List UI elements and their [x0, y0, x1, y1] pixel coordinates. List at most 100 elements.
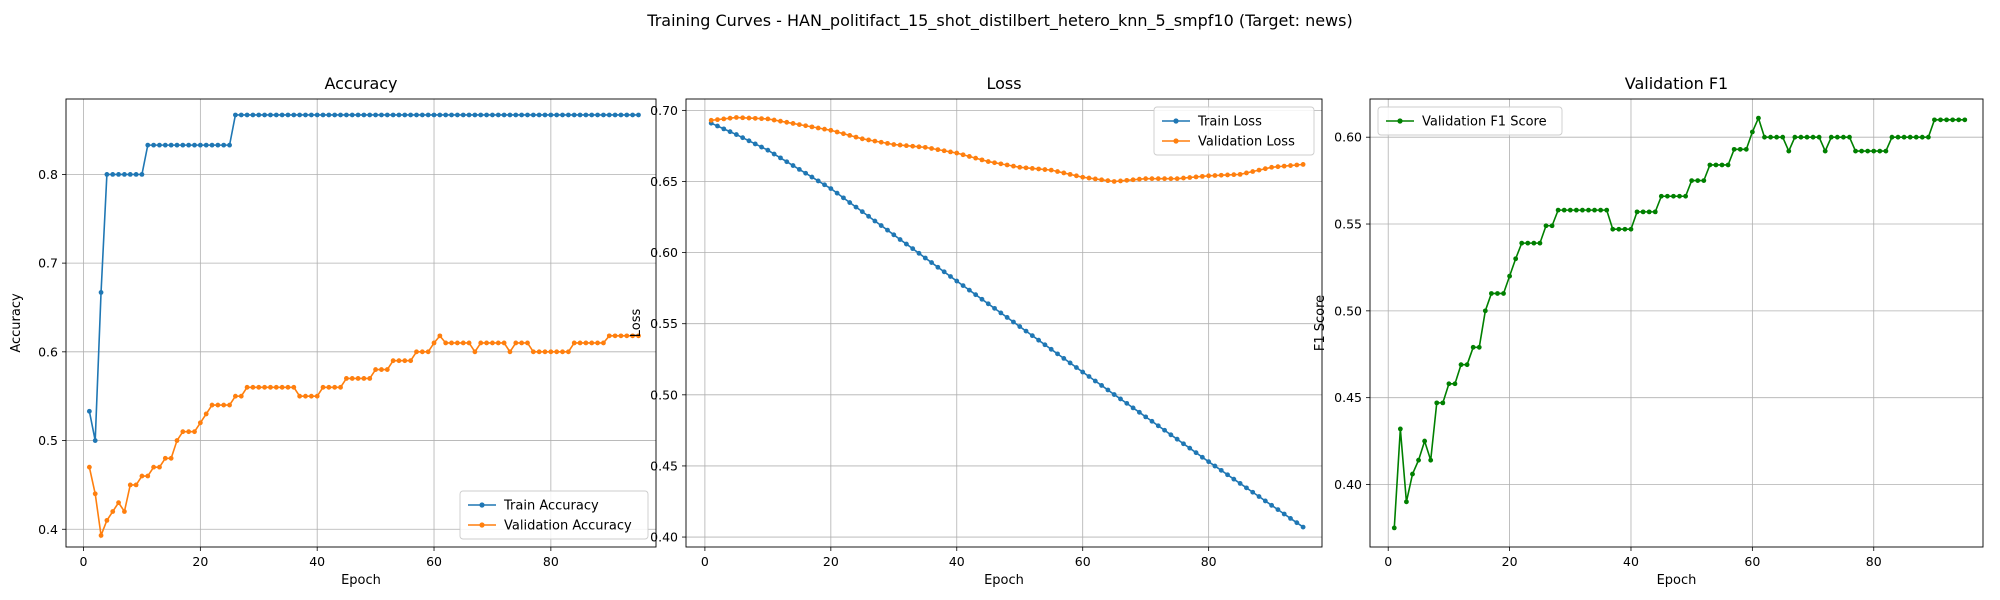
data-point — [618, 112, 624, 118]
data-point — [1055, 351, 1060, 357]
data-point — [834, 129, 840, 135]
data-point — [583, 340, 589, 346]
data-point — [1877, 148, 1883, 154]
data-point — [1592, 207, 1597, 213]
data-point — [472, 112, 478, 118]
data-point — [910, 246, 916, 252]
data-point — [1950, 117, 1956, 123]
data-point — [1853, 148, 1858, 154]
data-point — [127, 172, 133, 177]
data-point — [1225, 172, 1230, 178]
x-tick-label: 80 — [543, 554, 559, 569]
x-tick-label: 40 — [309, 554, 325, 569]
data-point — [1895, 134, 1901, 140]
data-point — [784, 159, 790, 165]
data-point — [139, 473, 145, 479]
data-point — [1187, 175, 1193, 180]
data-point — [1665, 193, 1670, 199]
data-point — [1567, 207, 1573, 213]
data-point — [1561, 207, 1567, 213]
data-point — [1513, 256, 1519, 262]
data-point — [1074, 173, 1079, 179]
data-point — [998, 310, 1004, 316]
data-point — [1181, 175, 1186, 181]
data-point — [1543, 223, 1549, 229]
data-point — [891, 142, 897, 147]
data-point — [1281, 511, 1287, 517]
data-point — [145, 142, 151, 148]
data-point — [151, 464, 157, 470]
legend-box — [1153, 106, 1315, 156]
data-point — [203, 411, 209, 417]
data-point — [256, 112, 262, 118]
data-point — [542, 349, 548, 355]
data-point — [303, 393, 308, 399]
data-point — [1658, 193, 1664, 199]
data-point — [992, 305, 997, 311]
data-point — [1404, 499, 1409, 505]
data-point — [1262, 166, 1268, 172]
data-point — [1029, 333, 1035, 339]
data-point — [606, 112, 612, 118]
data-point — [530, 349, 536, 355]
data-point — [1883, 148, 1889, 154]
data-point — [344, 376, 349, 381]
data-point — [396, 358, 402, 364]
data-point — [1149, 418, 1155, 424]
y-axis-label: F1 Score — [1313, 295, 1328, 351]
data-point — [1598, 207, 1604, 213]
data-point — [262, 384, 268, 390]
data-point — [478, 340, 484, 346]
data-point — [162, 455, 168, 461]
data-point — [349, 112, 355, 118]
data-point — [618, 333, 624, 339]
data-point — [490, 340, 495, 346]
data-point — [885, 227, 890, 233]
data-point — [285, 112, 291, 118]
data-point — [1628, 226, 1634, 232]
x-tick-label: 20 — [192, 554, 208, 569]
data-point — [478, 112, 484, 118]
data-point — [1416, 457, 1421, 463]
data-point — [1792, 134, 1798, 140]
data-point — [554, 349, 560, 355]
y-tick-label: 0.45 — [1334, 390, 1362, 405]
data-point — [1011, 319, 1016, 325]
data-point — [822, 182, 827, 188]
data-point — [443, 112, 449, 118]
data-point — [828, 127, 834, 133]
data-point — [1004, 315, 1010, 320]
data-point — [1029, 166, 1035, 171]
data-point — [948, 274, 953, 279]
data-point — [273, 112, 279, 118]
data-point — [973, 292, 979, 298]
data-point — [1749, 129, 1755, 135]
data-point — [443, 340, 449, 346]
data-point — [1458, 362, 1464, 368]
data-point — [815, 125, 821, 131]
data-point — [583, 112, 589, 118]
data-point — [1130, 405, 1136, 411]
legend: Train Accuracy Validation Accuracy — [459, 490, 649, 540]
data-point — [110, 172, 116, 177]
data-point — [1495, 291, 1500, 296]
legend-marker — [479, 522, 485, 528]
y-tick-label: 0.60 — [1334, 130, 1362, 145]
data-point — [233, 112, 238, 118]
data-point — [1762, 134, 1767, 140]
data-point — [771, 151, 777, 157]
data-point — [1440, 400, 1446, 406]
data-point — [414, 349, 419, 355]
x-tick-label: 60 — [1744, 554, 1760, 569]
data-point — [157, 142, 162, 148]
data-point — [472, 349, 478, 355]
data-point — [1464, 362, 1470, 368]
x-tick-label: 60 — [426, 554, 442, 569]
data-point — [998, 161, 1004, 167]
data-point — [384, 112, 390, 118]
y-tick-label: 0.50 — [650, 387, 678, 402]
data-point — [828, 186, 834, 192]
plot-frame — [685, 98, 1323, 548]
data-point — [1143, 414, 1149, 420]
data-point — [885, 140, 890, 146]
